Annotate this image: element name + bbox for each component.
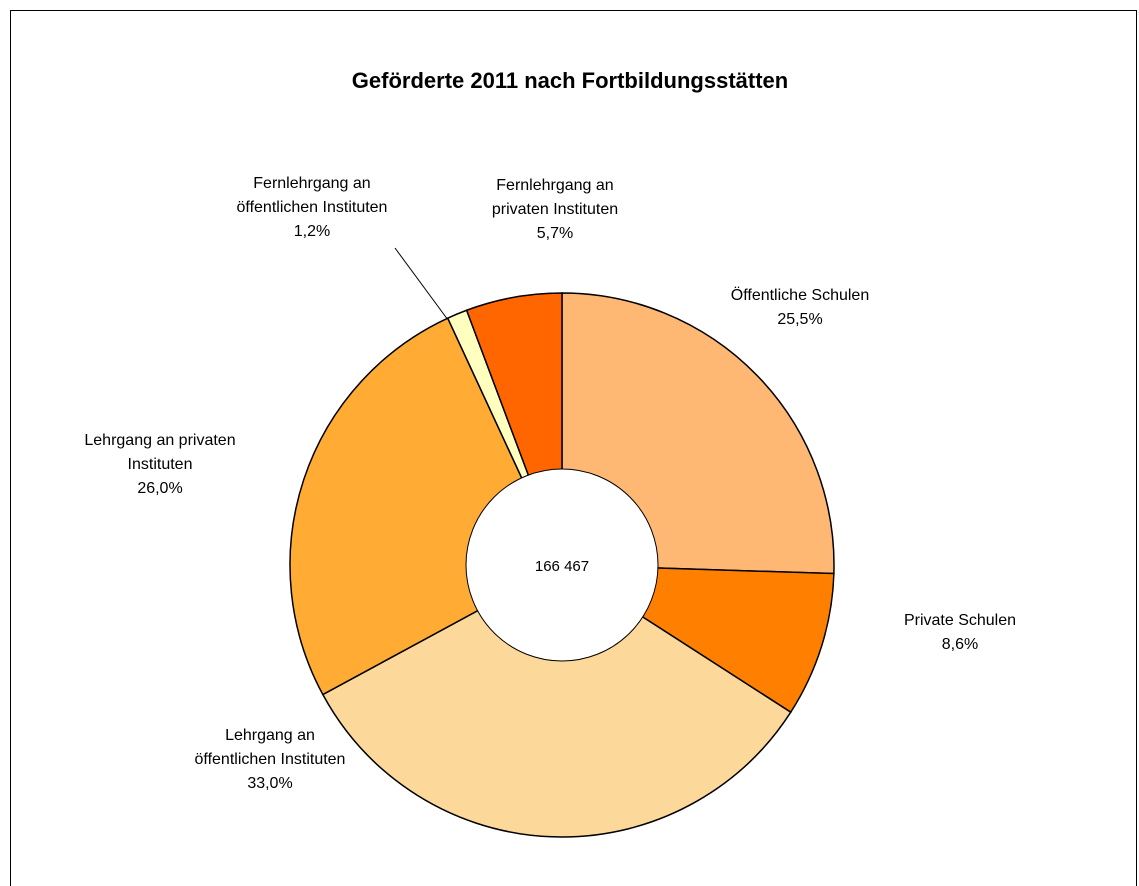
center-label: 166 467 — [535, 558, 589, 575]
value-label: 8,6% — [941, 636, 979, 653]
donut-slice — [321, 564, 792, 838]
donut-hole — [465, 468, 659, 662]
category-label: Private Schulen — [903, 612, 1017, 629]
category-label: Lehrgang an öffentlichen Instituten — [194, 727, 346, 768]
category-label: Öffentliche Schulen — [730, 287, 870, 304]
slice-label: Fernlehrgang an privaten Instituten 5,7% — [480, 174, 630, 246]
category-label: Fernlehrgang an öffentlichen Instituten — [236, 175, 388, 216]
value-label: 5,7% — [536, 225, 574, 242]
category-label: Lehrgang an privaten Instituten — [84, 432, 236, 473]
slice-label: Öffentliche Schulen 25,5% — [690, 284, 910, 332]
value-label: 33,0% — [247, 775, 293, 792]
category-label: Fernlehrgang an privaten Instituten — [491, 177, 619, 218]
value-label: 1,2% — [293, 223, 331, 240]
slice-label: Private Schulen 8,6% — [860, 609, 1060, 657]
slice-label: Lehrgang an öffentlichen Instituten 33,0% — [188, 724, 353, 796]
slice-label: Fernlehrgang an öffentlichen Instituten 1… — [227, 172, 397, 244]
leader-line — [394, 247, 449, 321]
value-label: 25,5% — [777, 311, 823, 328]
slice-label: Lehrgang an privaten Instituten 26,0% — [75, 429, 245, 501]
chart-title: Geförderte 2011 nach Fortbildungsstätten — [352, 68, 788, 93]
value-label: 26,0% — [137, 480, 183, 497]
